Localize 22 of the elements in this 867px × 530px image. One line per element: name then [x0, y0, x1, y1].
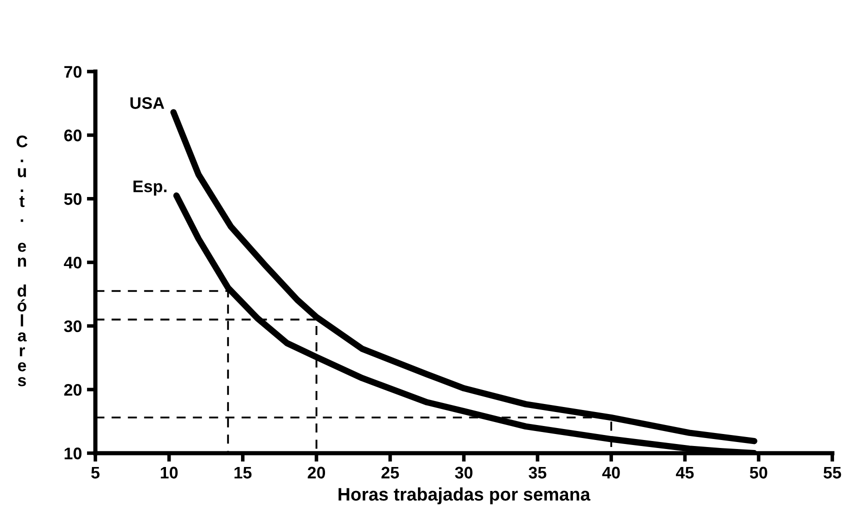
x-tick-label: 35 [528, 466, 546, 479]
x-tick-label: 15 [234, 466, 252, 479]
x-axis-title: Horas trabajadas por semana [338, 487, 590, 504]
x-tick-label: 40 [602, 466, 620, 479]
y-tick-label: 50 [64, 193, 82, 205]
y-tick-label: 60 [64, 130, 82, 142]
y-tick-label: 10 [64, 448, 82, 460]
x-tick-label: 10 [160, 466, 178, 479]
x-tick-label: 30 [454, 466, 472, 479]
series-label: Esp. [134, 180, 166, 196]
x-tick-label: 5 [91, 466, 100, 479]
text: C.u.t. en dólares [16, 136, 28, 386]
x-tick-label: 45 [676, 466, 694, 479]
series-label: USA [130, 97, 164, 109]
y-tick-label: 30 [64, 320, 82, 332]
y-tick-label: 20 [64, 384, 82, 396]
x-tick-label: 25 [381, 466, 399, 479]
x-tick-label: 55 [824, 466, 842, 479]
y-tick-label: 70 [64, 66, 82, 78]
y-tick-label: 40 [64, 256, 82, 269]
x-tick-label: 20 [308, 466, 326, 479]
x-tick-label: 50 [750, 466, 768, 479]
